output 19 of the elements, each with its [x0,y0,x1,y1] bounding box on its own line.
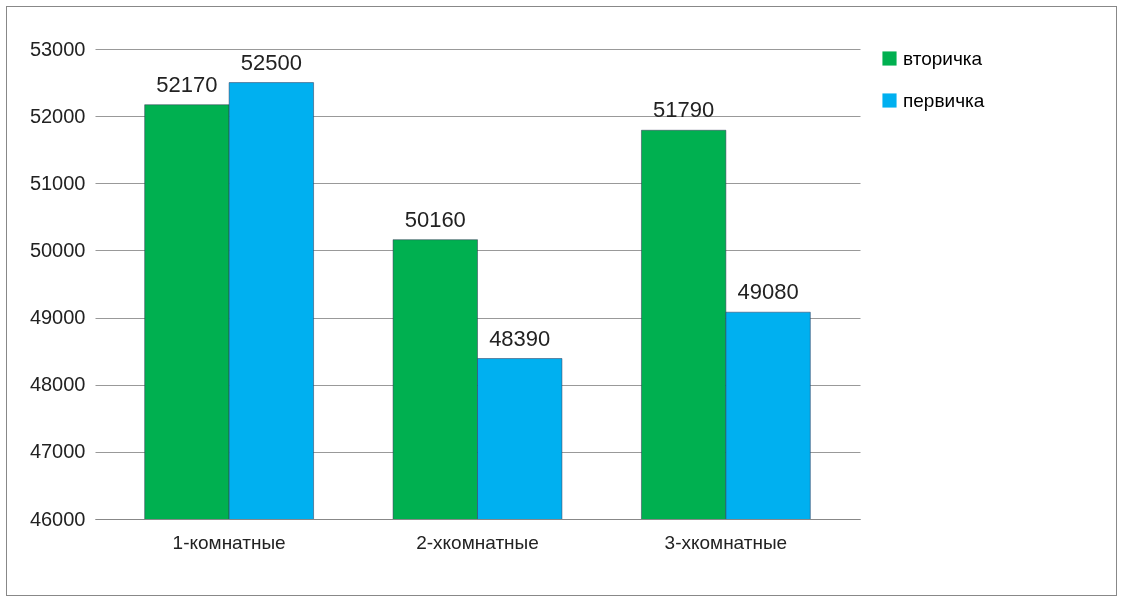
data-label: 51790 [653,97,715,123]
data-label: 52500 [240,49,302,75]
data-label: 49080 [737,279,799,305]
x-tick-label: 2-хкомнатные [416,531,539,553]
y-tick-label: 53000 [29,37,86,60]
y-tick-label: 48000 [29,373,86,396]
x-tick-label: 3-хкомнатные [664,531,788,553]
y-tick-label: 52000 [29,104,86,127]
legend-label: вторичка [903,47,983,69]
y-tick-label: 47000 [29,440,86,463]
x-tick-label: 1-комнатные [172,531,286,553]
data-label: 50160 [404,206,466,232]
data-label: 48390 [489,325,551,351]
y-tick-label: 50000 [29,238,86,261]
y-tick-label: 46000 [29,507,86,530]
data-label: 52170 [156,71,218,97]
y-tick-label: 51000 [29,171,86,194]
y-tick-label: 49000 [29,306,86,329]
legend-label: первичка [903,89,985,111]
